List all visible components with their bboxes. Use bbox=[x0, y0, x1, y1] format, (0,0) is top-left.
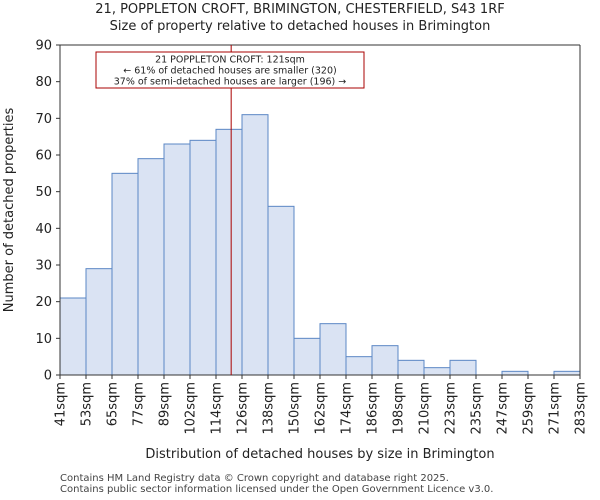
bar-138sqm bbox=[267, 205, 295, 376]
bar-162sqm bbox=[319, 323, 347, 376]
bar-102sqm bbox=[189, 139, 217, 376]
x-tick-label: 41sqm bbox=[54, 382, 69, 426]
annotation-line-1: 21 POPPLETON CROFT: 121sqm bbox=[155, 55, 305, 66]
bar-271sqm bbox=[553, 370, 581, 376]
bar-223sqm bbox=[449, 359, 477, 376]
y-tick-label: 30 bbox=[35, 259, 52, 274]
x-tick-label: 89sqm bbox=[158, 382, 173, 426]
bar-114sqm bbox=[215, 128, 243, 376]
x-tick-label: 65sqm bbox=[106, 382, 121, 426]
x-tick-label: 271sqm bbox=[548, 382, 563, 435]
annotation-line-3: 37% of semi-detached houses are larger (… bbox=[114, 77, 347, 88]
annotation-box: 21 POPPLETON CROFT: 121sqm ← 61% of deta… bbox=[95, 51, 365, 89]
x-tick-label: 150sqm bbox=[288, 382, 303, 435]
bar-174sqm bbox=[345, 356, 373, 376]
footer-line-2: Contains public sector information licen… bbox=[60, 484, 494, 495]
y-tick-label: 10 bbox=[35, 332, 52, 347]
x-tick-label: 138sqm bbox=[262, 382, 277, 435]
x-tick-label: 53sqm bbox=[80, 382, 95, 426]
y-tick-label: 20 bbox=[35, 295, 52, 310]
x-tick-label: 162sqm bbox=[314, 382, 329, 435]
y-axis-label: Number of detached properties bbox=[2, 108, 17, 313]
y-tick-label: 60 bbox=[35, 149, 52, 164]
bar-126sqm bbox=[241, 114, 269, 376]
bar-150sqm bbox=[293, 337, 321, 376]
bar-198sqm bbox=[397, 359, 425, 376]
x-tick-label: 126sqm bbox=[236, 382, 251, 435]
x-tick-label: 77sqm bbox=[132, 382, 147, 426]
bar-41sqm bbox=[59, 297, 87, 376]
bar-53sqm bbox=[85, 268, 113, 376]
x-tick-label: 102sqm bbox=[184, 382, 199, 435]
x-tick-label: 259sqm bbox=[522, 382, 537, 435]
x-axis-label: Distribution of detached houses by size … bbox=[145, 447, 494, 462]
annotation-frame bbox=[95, 51, 365, 89]
x-tick-label: 186sqm bbox=[366, 382, 381, 435]
bar-77sqm bbox=[137, 158, 165, 376]
bar-247sqm bbox=[501, 370, 529, 376]
chart-title: 21, POPPLETON CROFT, BRIMINGTON, CHESTER… bbox=[95, 2, 505, 17]
y-tick-label: 40 bbox=[35, 222, 52, 237]
bar-89sqm bbox=[163, 143, 191, 376]
bar-210sqm bbox=[423, 367, 451, 376]
y-tick-label: 90 bbox=[35, 39, 52, 54]
x-tick-label: 247sqm bbox=[496, 382, 511, 435]
y-tick-label: 80 bbox=[35, 75, 52, 90]
x-tick-label: 223sqm bbox=[444, 382, 459, 435]
bar-186sqm bbox=[371, 345, 399, 376]
x-tick-label: 235sqm bbox=[470, 382, 485, 435]
axes-group: 0 10 20 30 40 50 60 70 80 90 41sqm 53sqm 65sqm 77sqm 8… bbox=[35, 39, 588, 435]
y-tick-label: 0 bbox=[44, 369, 52, 384]
x-tick-label: 283sqm bbox=[574, 382, 589, 435]
bar-65sqm bbox=[111, 172, 139, 376]
chart-subtitle: Size of property relative to detached ho… bbox=[109, 19, 491, 34]
footer-line-1: Contains HM Land Registry data © Crown c… bbox=[60, 473, 449, 484]
x-tick-label: 114sqm bbox=[210, 382, 225, 435]
x-tick-label: 174sqm bbox=[340, 382, 355, 435]
y-tick-label: 70 bbox=[35, 112, 52, 127]
x-tick-label: 198sqm bbox=[392, 382, 407, 435]
x-tick-label: 210sqm bbox=[418, 382, 433, 435]
bars-group bbox=[59, 114, 581, 376]
y-tick-label: 50 bbox=[35, 185, 52, 200]
annotation-line-2: ← 61% of detached houses are smaller (32… bbox=[123, 66, 336, 77]
